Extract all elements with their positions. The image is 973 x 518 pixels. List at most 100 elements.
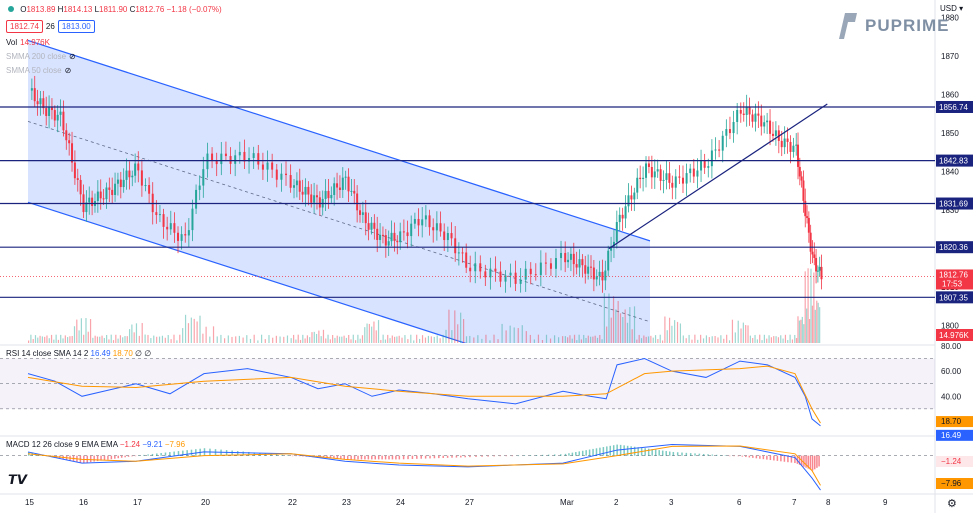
candle-body	[108, 187, 111, 190]
candle-body	[198, 185, 201, 190]
volume-bar	[501, 323, 503, 343]
volume-bar	[260, 334, 263, 343]
macd-signal-tag-label: −7.96	[941, 479, 962, 488]
eye-off-icon[interactable]: ⊘	[64, 66, 72, 75]
macd-histogram-bar	[541, 454, 544, 456]
volume-bar	[676, 321, 679, 343]
candle-body	[36, 101, 39, 105]
volume-bar	[448, 309, 450, 343]
rising-trendline[interactable]	[608, 103, 828, 250]
candle-body	[257, 153, 260, 165]
volume-bar	[533, 339, 535, 343]
price-tick-label: 1870	[941, 52, 959, 61]
price-tick-label: 1800	[941, 322, 959, 331]
macd-histogram-bar	[169, 452, 171, 456]
macd-histogram-bar	[676, 452, 679, 456]
channel-midline[interactable]	[27, 121, 651, 323]
macd-histogram-bar	[661, 450, 664, 456]
macd-histogram-bar	[715, 454, 718, 456]
volume-bar	[279, 336, 281, 343]
bid-button[interactable]: 1812.74	[6, 20, 43, 33]
volume-bar	[37, 337, 39, 343]
volume-bar	[377, 320, 380, 343]
macd-histogram-bar	[588, 449, 591, 456]
volume-bar	[773, 336, 775, 343]
volume-bar	[348, 334, 350, 343]
volume-bar	[726, 334, 728, 343]
volume-bar	[808, 319, 811, 343]
volume-bar	[357, 334, 359, 343]
candle-body	[604, 270, 607, 281]
smma200-legend[interactable]: SMMA 200 close ⊘	[6, 52, 76, 61]
smma50-legend[interactable]: SMMA 50 close ⊘	[6, 66, 71, 75]
macd-hist-tag	[936, 456, 973, 467]
volume-bar	[311, 332, 313, 343]
volume-legend[interactable]: Vol 14.976K	[6, 38, 50, 47]
volume-bar	[636, 339, 638, 343]
macd-histogram-bar	[776, 455, 779, 461]
volume-bar	[797, 316, 799, 343]
candle-body	[581, 259, 584, 266]
volume-bar	[421, 335, 424, 343]
tradingview-logo-icon[interactable]: 𝙏𝙑	[8, 472, 27, 487]
macd-histogram-bar	[391, 455, 394, 460]
candle-body	[140, 170, 143, 186]
candle-body	[519, 279, 522, 284]
volume-bar	[394, 336, 396, 343]
channel-upper-line[interactable]	[27, 39, 651, 242]
volume-bar	[749, 335, 751, 343]
candle-body	[48, 107, 51, 116]
level-price-tag	[936, 154, 973, 167]
macd-histogram-bar	[469, 455, 471, 458]
volume-bar	[682, 335, 684, 343]
macd-histogram-bar	[493, 455, 495, 457]
macd-histogram-bar	[805, 455, 807, 468]
volume-bar	[596, 337, 599, 343]
volume-bar	[671, 325, 673, 343]
currency-selector[interactable]: USD ▾	[940, 4, 964, 13]
macd-histogram-bar	[186, 450, 188, 456]
candle-body	[396, 240, 399, 243]
macd-histogram-bar	[702, 453, 705, 456]
macd-histogram-bar	[665, 451, 667, 456]
macd-histogram-bar	[248, 451, 250, 456]
volume-bar	[714, 335, 716, 343]
macd-signal-tag	[936, 478, 973, 489]
volume-bar	[599, 335, 601, 343]
volume-bar	[128, 329, 131, 343]
time-tick-label: 16	[79, 498, 88, 507]
rsi-series-line-0	[27, 358, 821, 427]
macd-legend[interactable]: MACD 12 26 close 9 EMA EMA −1.24 −9.21 −…	[6, 440, 185, 449]
volume-bar	[124, 336, 126, 343]
candle-body	[298, 180, 301, 192]
candle-body	[62, 111, 65, 131]
volume-bar	[668, 317, 671, 343]
settings-gear-icon[interactable]: ⚙	[947, 498, 957, 510]
volume-bar	[396, 336, 398, 343]
time-tick-label: 6	[737, 498, 742, 507]
ask-button[interactable]: 1813.00	[57, 20, 95, 33]
candle-body	[499, 271, 502, 282]
volume-bar	[216, 336, 218, 343]
volume-bar	[48, 338, 50, 343]
candle-body	[390, 232, 393, 242]
macd-histogram-bar	[350, 455, 352, 460]
volume-bar	[791, 339, 794, 343]
rsi-legend[interactable]: RSI 14 close SMA 14 2 16.49 18.70 ∅ ∅	[6, 349, 151, 358]
channel-fill[interactable]	[28, 40, 650, 402]
volume-bar	[368, 323, 370, 343]
eye-off-icon[interactable]: ⊘	[69, 52, 76, 61]
candle-body	[122, 179, 125, 188]
macd-histogram-bar	[578, 451, 581, 456]
macd-histogram-bar	[177, 451, 180, 456]
volume-bar	[652, 337, 654, 343]
candle-body	[333, 183, 336, 195]
volume-bar	[606, 326, 608, 343]
candle-body	[524, 268, 527, 280]
candle-body	[50, 107, 53, 111]
channel-lower-line[interactable]	[27, 201, 650, 402]
macd-histogram-bar	[93, 455, 95, 462]
volume-bar	[587, 335, 589, 343]
